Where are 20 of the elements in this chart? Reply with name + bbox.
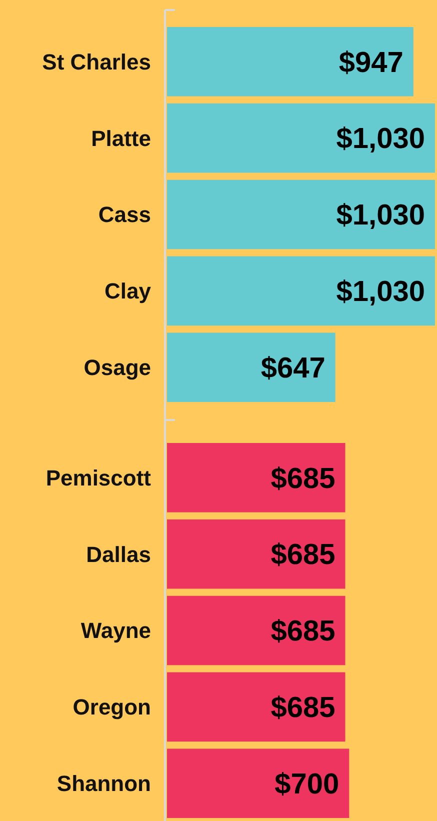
y-tick-label: Dallas bbox=[86, 542, 151, 567]
y-tick-label: Shannon bbox=[56, 771, 151, 796]
data-label: $685 bbox=[270, 462, 336, 495]
y-tick-label: Wayne bbox=[80, 618, 151, 644]
data-label: $685 bbox=[270, 539, 336, 572]
y-tick-label: Pemiscott bbox=[46, 465, 152, 490]
y-tick-label: Clay bbox=[104, 278, 152, 304]
data-label: $1,030 bbox=[336, 123, 425, 156]
data-label: $1,030 bbox=[336, 200, 425, 232]
data-label: $685 bbox=[270, 692, 336, 724]
y-tick-label: St Charles bbox=[42, 49, 151, 74]
y-tick-label: Osage bbox=[84, 355, 151, 380]
y-tick-label: Platte bbox=[91, 126, 151, 151]
data-label: $1,030 bbox=[336, 276, 425, 308]
y-tick-label: Cass bbox=[98, 202, 151, 228]
y-tick-label: Oregon bbox=[72, 694, 151, 720]
data-label: $685 bbox=[270, 616, 336, 648]
data-label: $947 bbox=[338, 46, 404, 79]
data-label: $647 bbox=[260, 352, 326, 385]
data-label: $700 bbox=[274, 768, 340, 801]
